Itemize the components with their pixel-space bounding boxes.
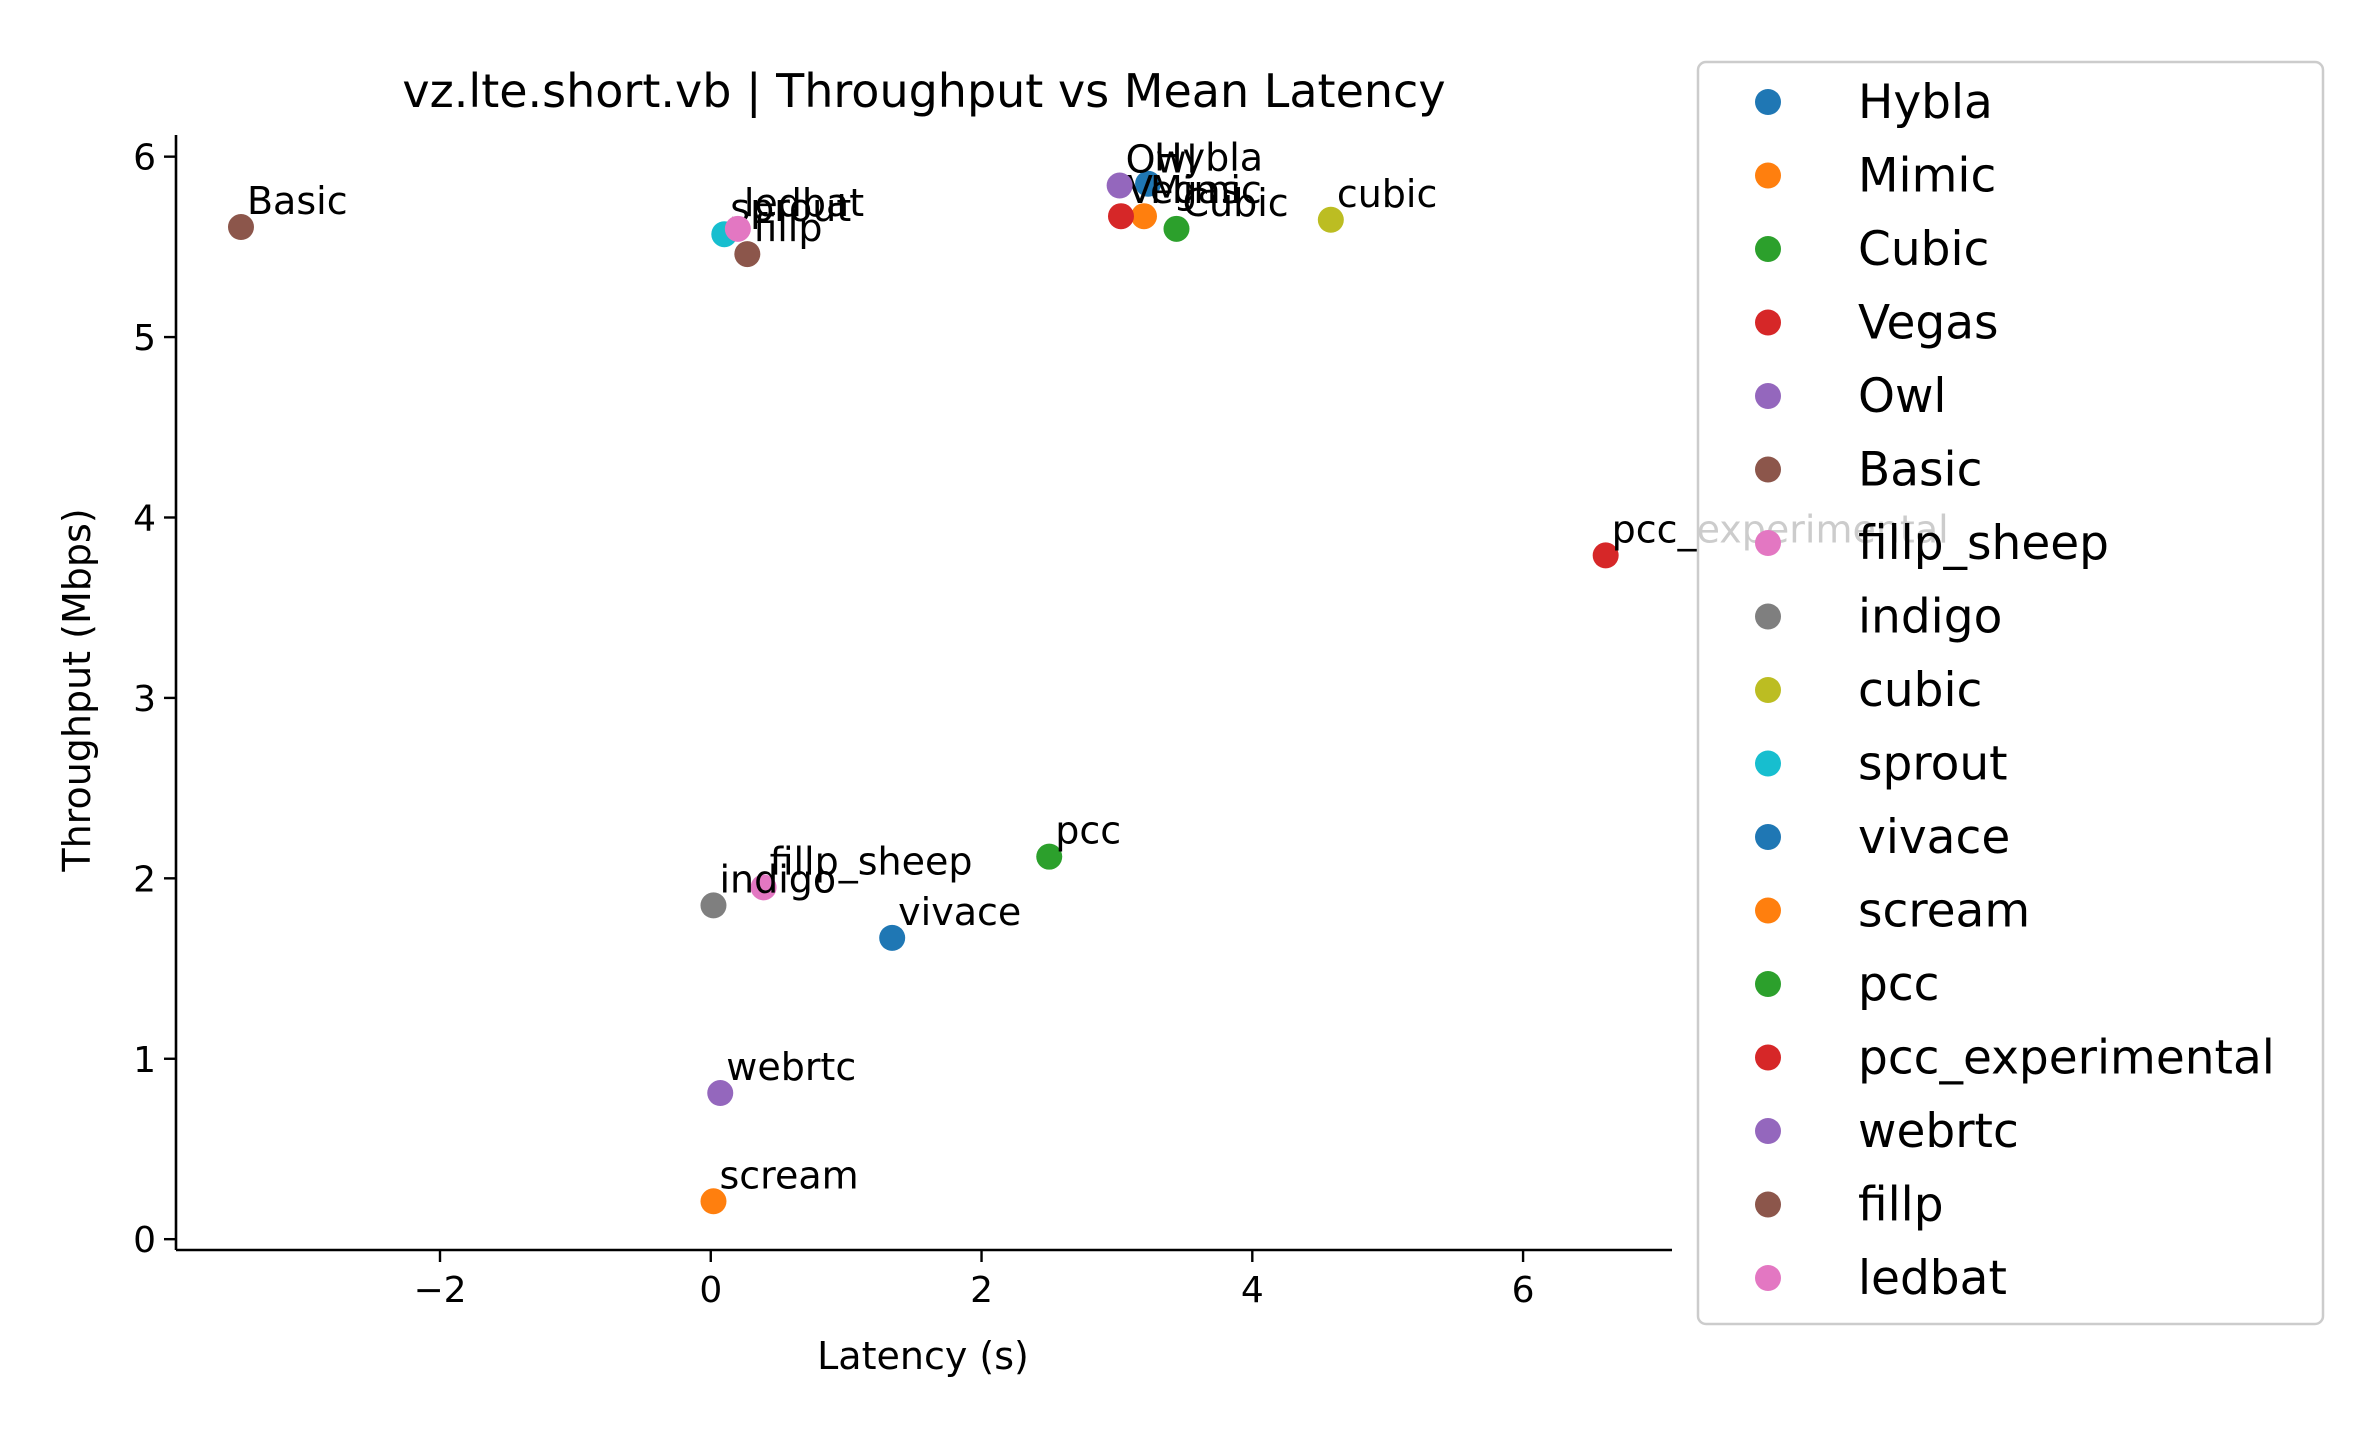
data-point-vivace [879, 924, 906, 951]
point-label-webrtc: webrtc [726, 1045, 856, 1089]
legend-label-fillp-sheep: fillp_sheep [1858, 516, 2109, 571]
legend-marker-webrtc [1755, 1118, 1781, 1144]
x-tick-label: 6 [1512, 1270, 1535, 1311]
data-point-fillp-sheep [750, 874, 777, 901]
legend-label-ledbat: ledbat [1858, 1251, 2007, 1306]
legend-box [1696, 60, 2325, 1326]
legend-marker-Hybla [1755, 89, 1781, 115]
legend-marker-Mimic [1755, 162, 1781, 189]
point-label-Mimic: Mimic [1150, 168, 1262, 212]
data-point-fillp [734, 241, 761, 268]
data-point-Basic [227, 214, 254, 241]
point-label-pcc: pcc [1055, 809, 1121, 853]
plot-area: HyblaMimicCubicVegasOwlBasicfillp_sheepi… [227, 136, 1949, 1215]
data-point-scream [700, 1188, 727, 1215]
y-tick-label: 5 [133, 318, 156, 359]
legend-label-pcc: pcc [1858, 957, 1940, 1012]
data-point-Mimic [1131, 203, 1157, 230]
legend-marker-Owl [1755, 383, 1781, 409]
legend-marker-fillp-sheep [1755, 530, 1781, 556]
legend-label-pcc-experimental: pcc_experimental [1858, 1031, 2275, 1086]
point-label-Vegas: Vegas [1127, 168, 1241, 212]
legend-marker-Basic [1755, 456, 1781, 483]
data-point-Vegas [1107, 203, 1134, 230]
x-tick-label: 2 [970, 1270, 993, 1311]
legend-marker-Vegas [1755, 309, 1781, 336]
point-label-scream: scream [719, 1153, 858, 1197]
x-axis-title: Latency (s) [817, 1334, 1029, 1378]
data-point-indigo [700, 892, 727, 919]
legend-label-Owl: Owl [1858, 369, 1947, 424]
legend-marker-sprout [1755, 750, 1781, 777]
point-label-ledbat: ledbat [744, 181, 864, 225]
data-point-Hybla [1135, 170, 1162, 197]
chart-title: vz.lte.short.vb | Throughput vs Mean Lat… [402, 64, 1445, 119]
point-label-Owl: Owl [1126, 138, 1198, 182]
y-tick-label: 4 [133, 498, 156, 539]
legend-label-Vegas: Vegas [1858, 296, 1999, 351]
x-tick-label: 4 [1241, 1270, 1264, 1311]
y-axis-title: Throughput (Mbps) [55, 508, 99, 872]
legend-marker-cubic [1755, 677, 1781, 703]
point-label-sprout: sprout [730, 186, 851, 230]
legend-marker-fillp [1755, 1191, 1781, 1218]
x-tick-label: 0 [699, 1270, 722, 1311]
legend-marker-pcc-experimental [1755, 1044, 1781, 1071]
point-label-vivace: vivace [898, 890, 1021, 934]
x-axis: −2 0 2 4 6 [176, 1248, 1672, 1311]
legend-label-indigo: indigo [1858, 590, 2002, 645]
legend-marker-indigo [1755, 603, 1781, 630]
legend-label-Basic: Basic [1858, 443, 1982, 498]
legend-marker-vivace [1755, 824, 1781, 850]
legend-marker-scream [1755, 897, 1781, 924]
legend: Hybla Mimic Cubic Vegas Owl Basic fillp_sheepi… [1696, 60, 2325, 1326]
x-tick-label: −2 [413, 1270, 466, 1311]
y-tick-label: 0 [133, 1220, 156, 1261]
point-label-fillp-sheep: fillp_sheep [770, 839, 973, 883]
legend-label-Hybla: Hybla [1858, 75, 1993, 130]
y-axis: 0 1 2 3 4 5 6 [133, 135, 178, 1261]
data-point-Cubic [1163, 215, 1190, 242]
point-label-Cubic: Cubic [1182, 181, 1288, 225]
data-point-pcc-experimental [1592, 542, 1619, 569]
point-label-fillp: fillp [753, 206, 822, 250]
legend-label-cubic: cubic [1858, 663, 1982, 718]
legend-marker-Cubic [1755, 236, 1781, 262]
y-tick-label: 6 [133, 138, 156, 179]
y-tick-label: 3 [133, 679, 156, 720]
y-tick-label: 2 [133, 859, 156, 900]
data-point-cubic [1317, 206, 1344, 233]
point-label-Hybla: Hybla [1154, 136, 1263, 180]
data-point-webrtc [707, 1080, 734, 1107]
legend-marker-ledbat [1755, 1265, 1781, 1291]
legend-label-fillp: fillp [1858, 1178, 1944, 1233]
legend-label-Cubic: Cubic [1858, 222, 1989, 277]
point-label-indigo: indigo [719, 857, 836, 901]
legend-label-webrtc: webrtc [1858, 1104, 2019, 1159]
data-point-Owl [1106, 172, 1133, 199]
data-point-pcc [1036, 843, 1063, 870]
y-tick-label: 1 [133, 1040, 156, 1081]
data-point-ledbat [724, 215, 751, 242]
legend-marker-pcc [1755, 971, 1781, 997]
legend-label-sprout: sprout [1858, 737, 2008, 792]
legend-label-vivace: vivace [1858, 810, 2010, 865]
point-label-Basic: Basic [247, 179, 348, 223]
point-label-cubic: cubic [1337, 172, 1438, 216]
legend-label-Mimic: Mimic [1858, 149, 1996, 204]
legend-label-scream: scream [1858, 884, 2030, 939]
